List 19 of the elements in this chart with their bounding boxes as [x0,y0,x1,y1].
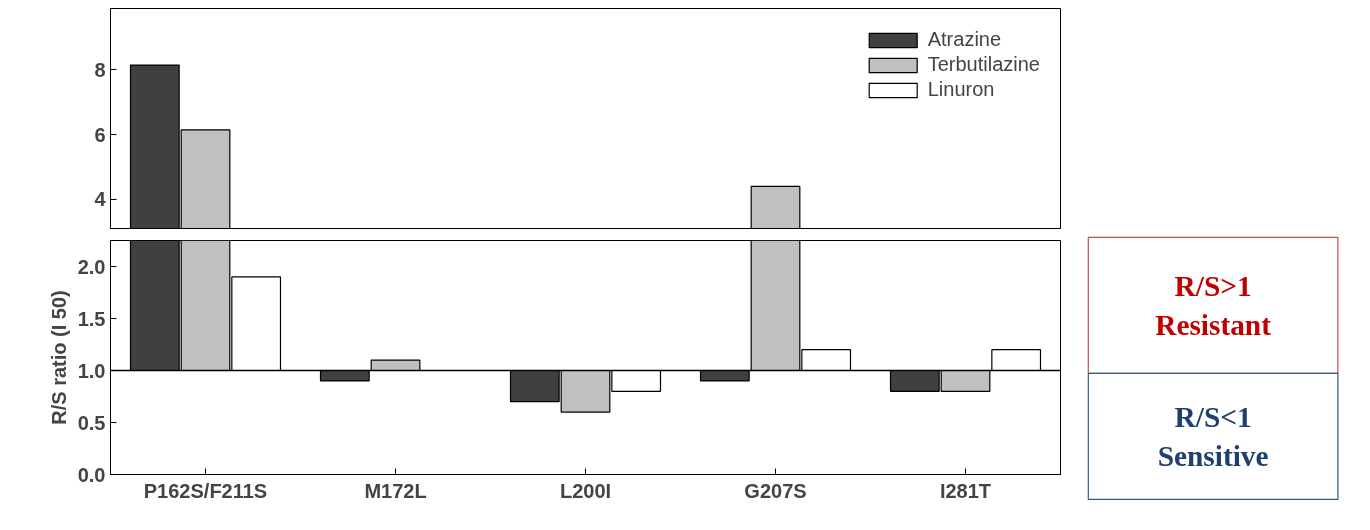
x-tick-label: M172L [364,479,427,502]
y-tick-label: 1.5 [77,307,106,330]
y-tick-label: 0.5 [77,411,106,434]
x-tick-label: P162S/F211S [143,479,268,502]
text: R/S<1 Sensitive [1157,401,1269,472]
x-tick-label: L200I [559,479,612,502]
y-tick-label: 8 [94,58,106,81]
x-tick-label: I281T [939,479,992,502]
text: R/S>1 Resistant [1155,270,1272,341]
y-tick-label: 6 [94,123,106,146]
legend-label: Terbutilazine [927,53,1040,76]
y-axis-title: R/S ratio (I 50) [47,290,70,425]
y-tick-label: 4 [94,188,107,211]
y-tick-label: 2.0 [77,255,106,278]
x-tick-label: G207S [744,479,807,502]
legend-label: Linuron [927,78,995,101]
y-tick-label: 0.0 [77,463,106,486]
y-tick-label: 1.0 [77,359,106,382]
legend-label: Atrazine [927,28,1002,51]
